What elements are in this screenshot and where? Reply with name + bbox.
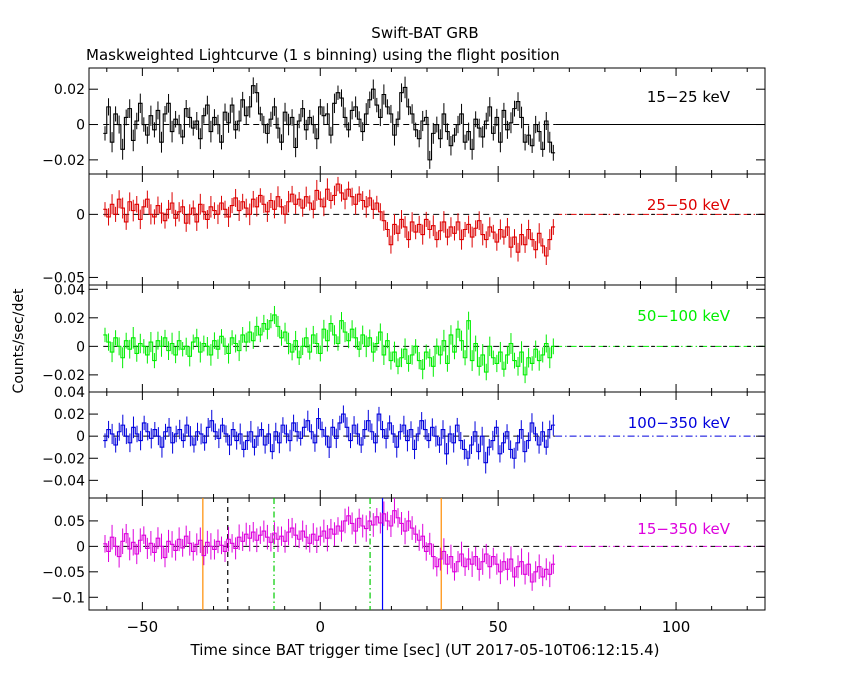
panel-frame bbox=[88, 67, 766, 175]
series-line bbox=[103, 183, 556, 257]
band-label: 50−100 keV bbox=[637, 307, 730, 325]
panel-4: −0.04 −0.02 0 0.02 0.04 100−350 keV bbox=[42, 385, 766, 499]
band-label: 100−350 keV bbox=[628, 414, 731, 432]
x-tick-label: 0 bbox=[315, 618, 325, 636]
y-tick-label: 0.02 bbox=[54, 311, 85, 327]
x-tick-label: −50 bbox=[127, 618, 159, 636]
panel-3: −0.02 0 0.02 0.04 50−100 keV bbox=[42, 282, 766, 393]
y-tick-label: −0.05 bbox=[42, 270, 85, 286]
y-tick-label: 0.04 bbox=[54, 385, 85, 401]
panel-1: −0.02 0 0.02 15−25 keV bbox=[42, 67, 766, 175]
y-tick-label: 0.02 bbox=[54, 82, 85, 98]
y-axis-label: Counts/sec/det bbox=[11, 288, 27, 393]
series-line bbox=[103, 85, 556, 161]
band-label: 15−350 keV bbox=[637, 520, 730, 538]
y-tick-label: 0 bbox=[76, 539, 85, 555]
y-tick-label: 0 bbox=[76, 118, 85, 134]
y-tick-label: −0.02 bbox=[42, 153, 85, 169]
band-label: 25−50 keV bbox=[647, 196, 731, 214]
series-line bbox=[103, 510, 556, 583]
y-tick-label: 0 bbox=[76, 429, 85, 445]
band-label: 15−25 keV bbox=[647, 88, 731, 106]
panel-frame bbox=[88, 497, 766, 611]
y-tick-label: −0.02 bbox=[42, 451, 85, 467]
series-line bbox=[103, 314, 556, 376]
y-tick-label: 0 bbox=[76, 207, 85, 223]
chart-subtitle: Maskweighted Lightcurve (1 s binning) us… bbox=[86, 46, 560, 64]
panel-2: −0.05 0 25−50 keV bbox=[42, 173, 766, 286]
series-line bbox=[103, 413, 556, 464]
y-tick-label: 0.02 bbox=[54, 407, 85, 423]
y-tick-label: 0.04 bbox=[54, 282, 85, 298]
y-tick-label: −0.02 bbox=[42, 368, 85, 384]
y-tick-label: −0.04 bbox=[42, 473, 85, 489]
x-axis-label: Time since BAT trigger time [sec] (UT 20… bbox=[190, 641, 660, 659]
panel-frame bbox=[88, 173, 766, 286]
x-tick-label: 100 bbox=[662, 618, 691, 636]
y-tick-label: −0.1 bbox=[51, 590, 85, 606]
x-tick-label: 50 bbox=[489, 618, 508, 636]
chart-title: Swift-BAT GRB bbox=[371, 24, 478, 42]
panel-5: −0.1 −0.05 0 0.05 15−350 keV bbox=[42, 497, 766, 611]
panel-frame bbox=[88, 284, 766, 393]
y-tick-label: 0.05 bbox=[54, 514, 85, 530]
y-tick-label: 0 bbox=[76, 339, 85, 355]
y-tick-label: −0.05 bbox=[42, 565, 85, 581]
